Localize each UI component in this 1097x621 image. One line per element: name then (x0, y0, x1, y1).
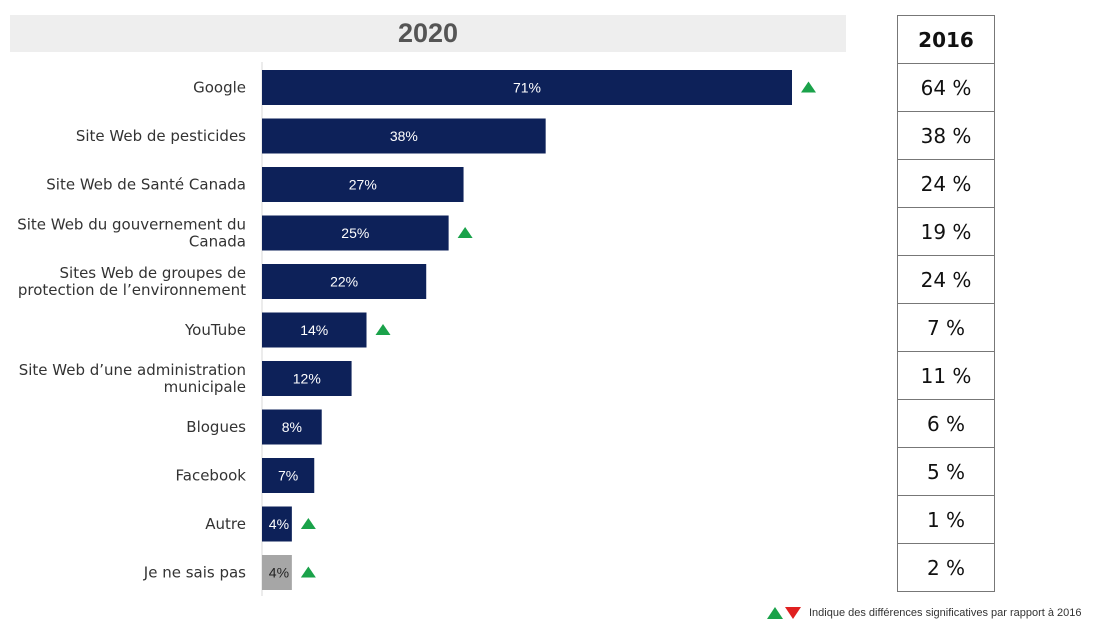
bar (262, 312, 367, 348)
table-cell: 7 % (897, 303, 995, 352)
bar-value-label: 4% (269, 516, 289, 532)
significant-increase-arrow-icon (801, 81, 816, 93)
table-cell: 5 % (897, 447, 995, 496)
category-label: Autre (205, 515, 246, 533)
category-label: Site Web de Santé Canada (46, 176, 246, 194)
significant-increase-arrow-icon (457, 227, 473, 238)
category-label: YouTube (184, 321, 246, 339)
bar (262, 506, 292, 542)
category-label: Blogues (186, 418, 246, 436)
bar (262, 458, 315, 493)
bar (262, 361, 352, 396)
category-label: Facebook (176, 467, 247, 485)
table-cell: 24 % (897, 255, 995, 304)
table-cell: 2 % (897, 543, 995, 592)
category-label: Canada (189, 233, 246, 251)
bar-value-label: 22% (330, 274, 358, 290)
category-label: Google (193, 79, 246, 97)
significant-increase-arrow-icon (375, 324, 391, 335)
bar (262, 118, 546, 154)
table-cell: 6 % (897, 399, 995, 448)
significance-legend-text: Indique des différences significatives p… (809, 607, 1082, 619)
category-label: Sites Web de groupes de (60, 264, 247, 282)
bar-value-label: 71% (513, 80, 541, 96)
category-label: protection de l’environnement (18, 281, 246, 299)
table-cell: 1 % (897, 495, 995, 544)
bar-value-label: 12% (293, 371, 321, 387)
category-label: Site Web d’une administration (19, 361, 246, 379)
bar (262, 167, 464, 202)
bar (262, 70, 792, 105)
category-label: municipale (164, 378, 246, 396)
bar-value-label: 7% (278, 468, 298, 484)
bar-value-label: 27% (349, 177, 377, 193)
bar-value-label: 14% (300, 322, 328, 338)
bar (262, 264, 427, 299)
bar-value-label: 8% (282, 419, 302, 435)
category-label: Site Web de pesticides (76, 127, 246, 145)
comparison-table-2016: 2016 64 % 38 % 24 % 19 % 24 % 7 % 11 % 6… (897, 15, 995, 592)
significant-increase-arrow-icon (300, 518, 316, 529)
significance-legend: Indique des différences significatives p… (767, 606, 1082, 620)
bar (262, 409, 322, 445)
table-cell: 11 % (897, 351, 995, 400)
year-header-2020: 2020 (10, 15, 846, 52)
category-label: Je ne sais pas (143, 564, 246, 582)
bar-value-label: 25% (341, 225, 369, 241)
bar-value-label: 38% (390, 128, 418, 144)
table-cell: 19 % (897, 207, 995, 256)
table-cell: 24 % (897, 159, 995, 208)
significant-increase-arrow-icon (300, 566, 316, 578)
bar-value-label: 4% (269, 565, 289, 581)
table-header-2016: 2016 (897, 15, 995, 64)
bar (262, 555, 292, 590)
up-down-arrows-icon (767, 607, 801, 619)
table-cell: 38 % (897, 111, 995, 160)
category-label: Site Web du gouvernement du (17, 216, 246, 234)
table-cell: 64 % (897, 63, 995, 112)
bar (262, 215, 449, 251)
